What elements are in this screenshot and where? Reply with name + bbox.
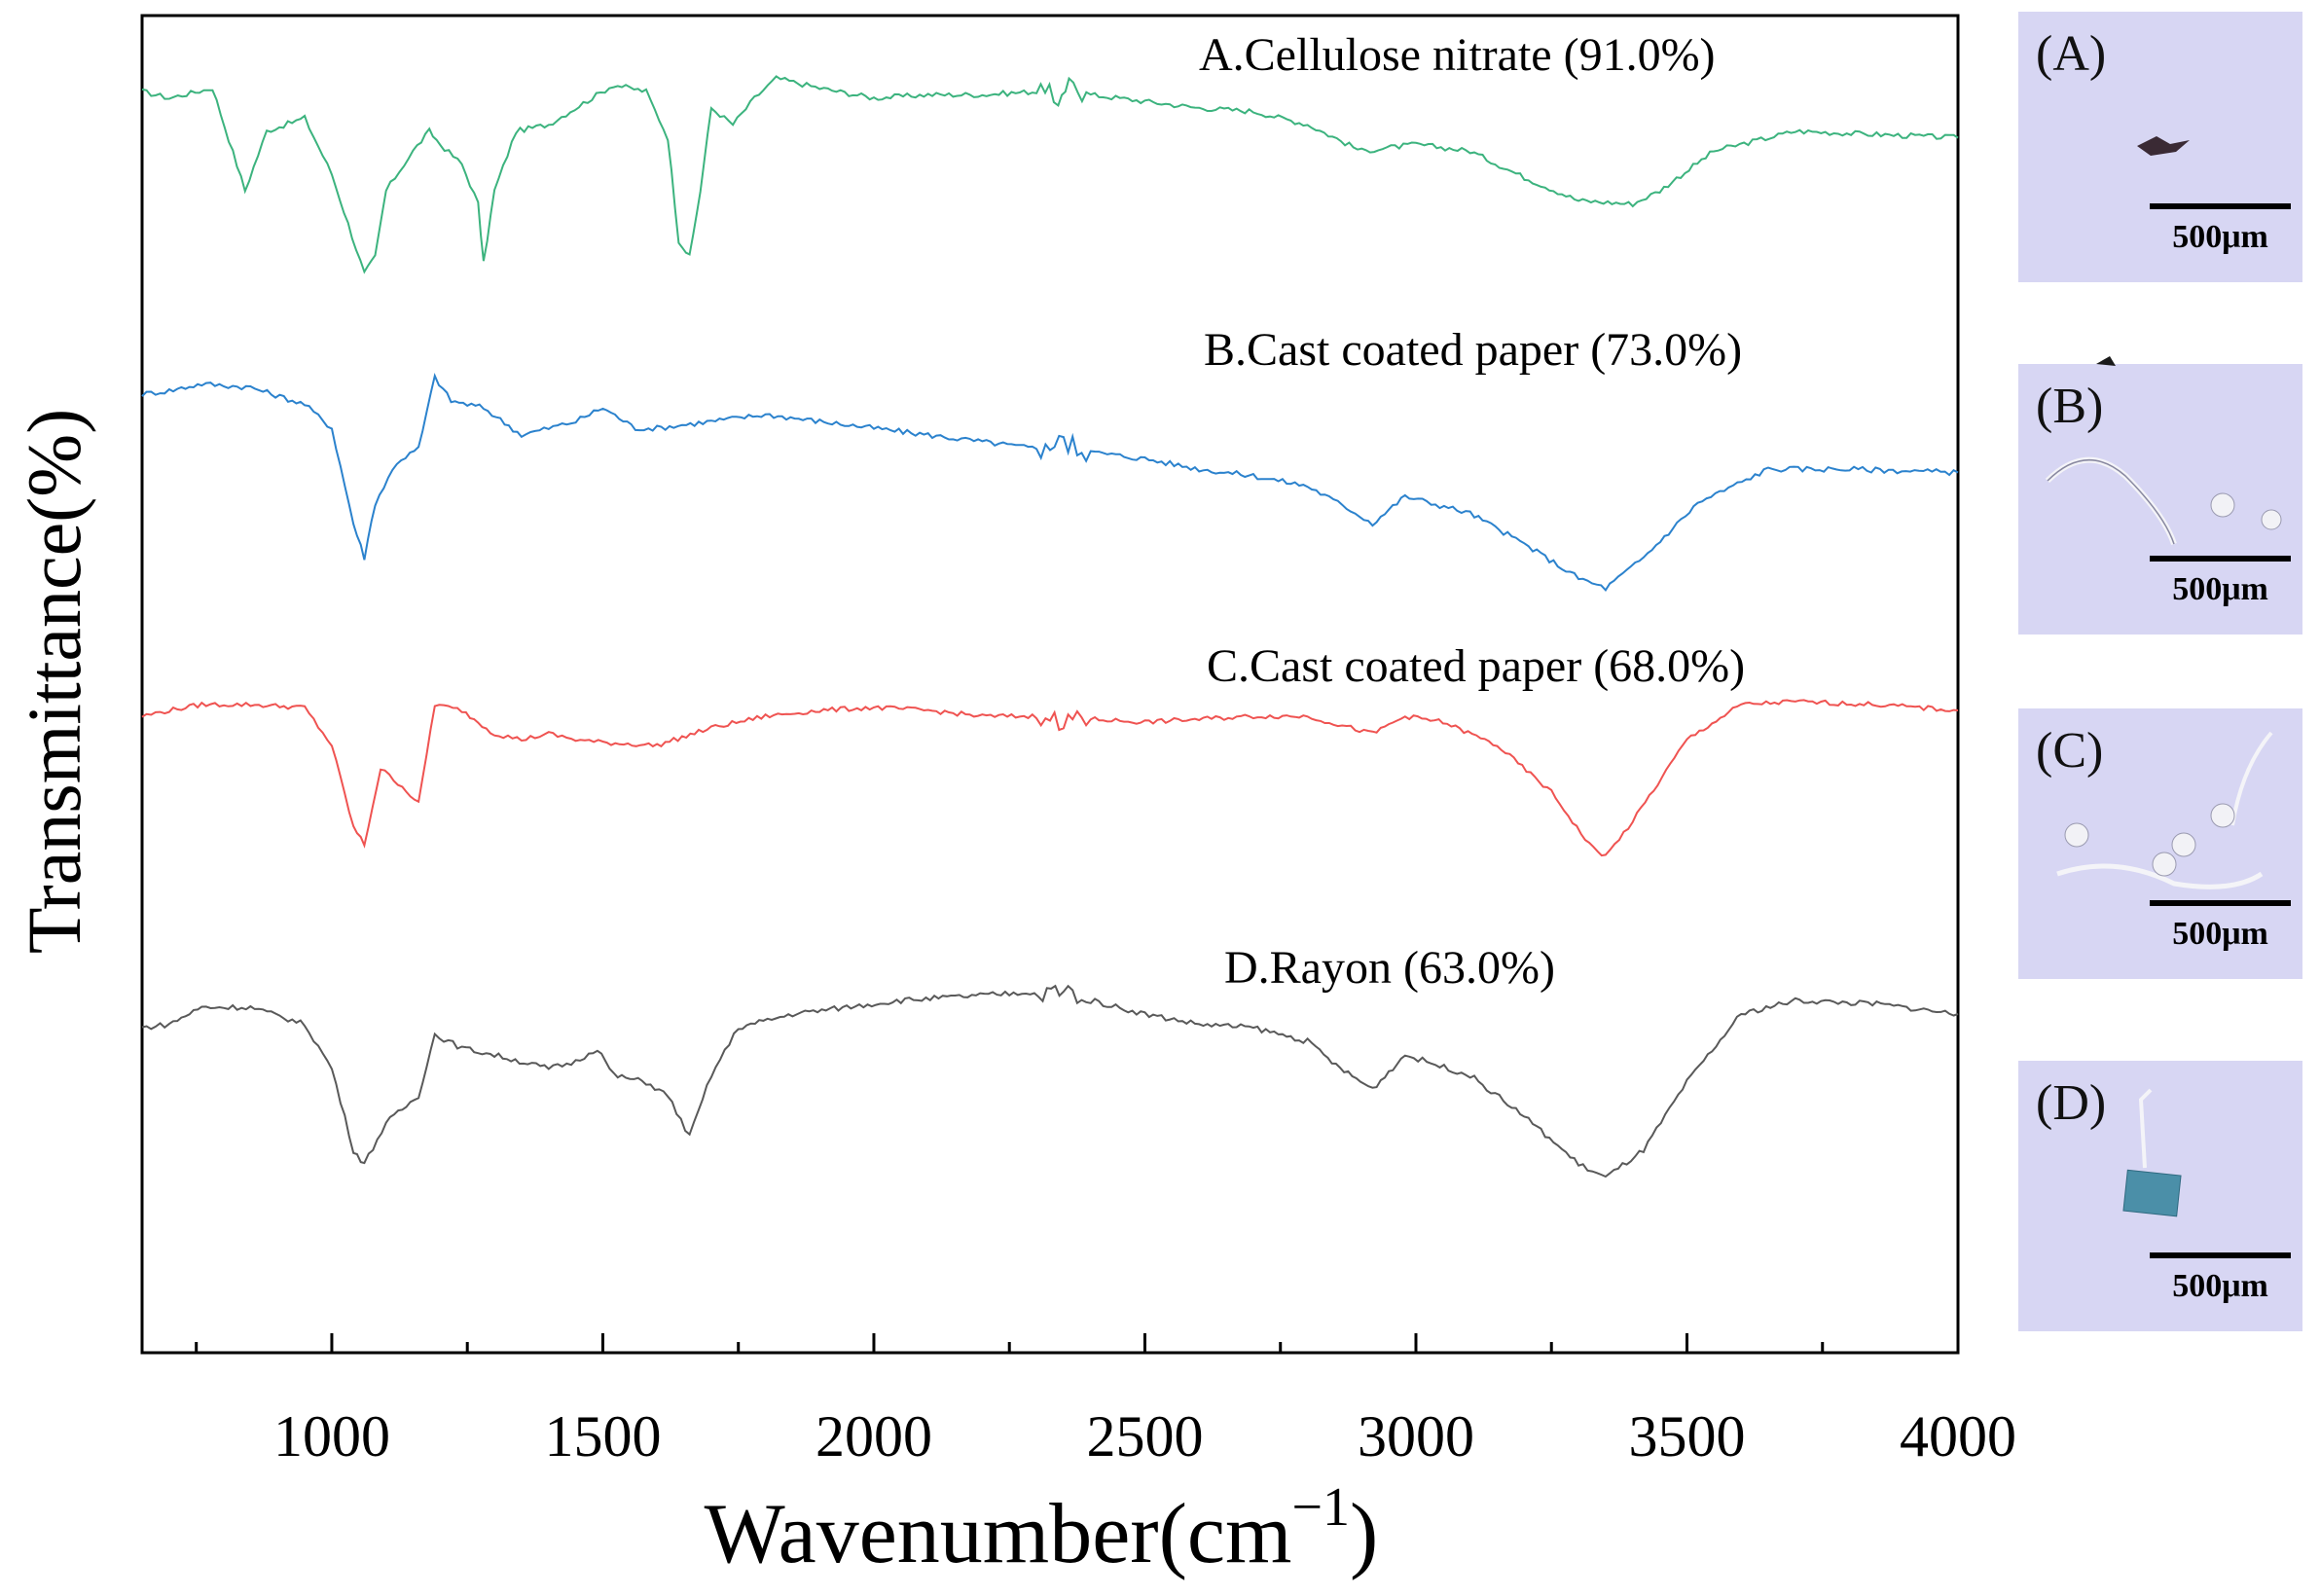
series-labels: A.Cellulose nitrate (91.0%) B.Cast coated…	[1199, 29, 1745, 994]
inset-letter: (B)	[2036, 379, 2103, 434]
spectrum-line-b	[141, 373, 1959, 593]
x-tick-label: 1500	[544, 1404, 661, 1469]
series-label-b: B.Cast coated paper (73.0%)	[1204, 324, 1742, 376]
x-tick-label: 3000	[1358, 1404, 1474, 1469]
x-axis-label-close: )	[1350, 1487, 1378, 1581]
y-axis-label: Transmittance(%)	[12, 409, 96, 954]
blue-particle	[2122, 1169, 2182, 1217]
micrograph-insets: (A) 500μm (B) 500μm (C) 500μm (D) 500μm	[2018, 12, 2302, 1331]
particle-bead	[2261, 509, 2282, 530]
series-label-d: D.Rayon (63.0%)	[1224, 942, 1555, 994]
series-label-c: C.Cast coated paper (68.0%)	[1207, 640, 1745, 692]
particle-bead	[2152, 852, 2177, 877]
plot-frame	[140, 14, 1960, 1355]
scale-bar-label: 500μm	[2172, 1268, 2268, 1304]
micrograph-inset-d: (D) 500μm	[2018, 1061, 2302, 1331]
x-tick-label: 1000	[273, 1404, 390, 1469]
x-axis-label-superscript: −1	[1291, 1477, 1350, 1538]
spectrum-line-c	[141, 699, 1959, 857]
x-axis-label: Wavenumber(cm−1)	[705, 1477, 1379, 1581]
particle-fragment	[2137, 136, 2190, 156]
particle-bead	[2210, 492, 2235, 518]
spectrum-line-d	[141, 984, 1959, 1179]
scale-bar-label: 500μm	[2172, 916, 2268, 952]
x-tick-label: 2000	[816, 1404, 932, 1469]
micrograph-inset-b: (B) 500μm	[2018, 356, 2302, 635]
fiber-edge	[2047, 459, 2175, 545]
x-tick-label: 2500	[1086, 1404, 1203, 1469]
particle-bead	[2064, 822, 2089, 848]
spectrum-line-a	[141, 75, 1959, 274]
inset-letter: (A)	[2036, 26, 2106, 82]
x-tick-label: 4000	[1900, 1404, 2016, 1469]
micrograph-background	[2018, 364, 2302, 635]
series-label-a: A.Cellulose nitrate (91.0%)	[1199, 29, 1716, 81]
scale-bar-label: 500μm	[2172, 219, 2268, 255]
x-axis-label-main: Wavenumber(cm	[705, 1487, 1292, 1581]
fiber	[2056, 863, 2264, 889]
fiber	[2230, 731, 2273, 826]
particle-bead	[2210, 803, 2235, 828]
x-axis-ticks: 1000 1500 2000 2500 3000 3500 4000	[195, 1333, 2016, 1469]
fiber	[2138, 1088, 2153, 1169]
particle-bead	[2171, 832, 2196, 857]
spectra	[141, 75, 1959, 1179]
x-tick-label: 3500	[1628, 1404, 1745, 1469]
inset-letter: (C)	[2036, 723, 2103, 779]
scale-bar-label: 500μm	[2172, 571, 2268, 607]
micrograph-inset-c: (C) 500μm	[2018, 708, 2302, 979]
inset-letter: (D)	[2036, 1075, 2106, 1131]
particle-fragment	[2096, 356, 2116, 366]
micrograph-inset-a: (A) 500μm	[2018, 12, 2302, 282]
